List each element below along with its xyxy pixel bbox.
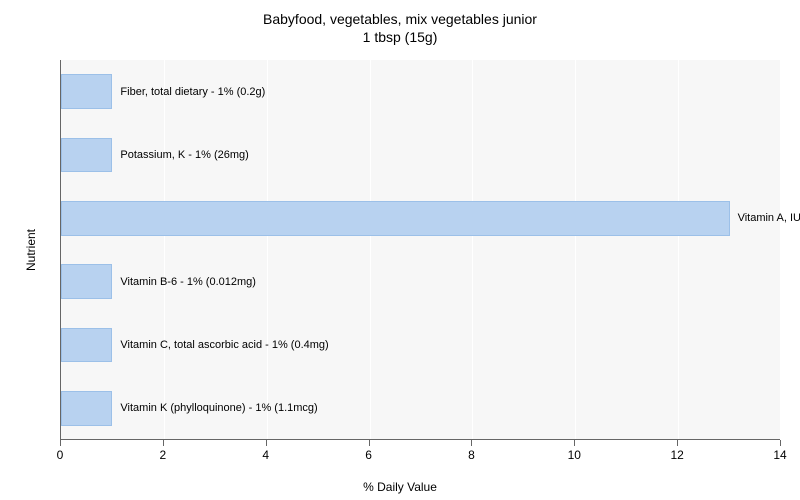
bar-label: Vitamin A, IU - 13% (629IU) [738,201,800,236]
x-tick-label: 10 [568,448,581,462]
x-tick [266,440,267,446]
x-tick [60,440,61,446]
plot-area: Fiber, total dietary - 1% (0.2g) Potassiu… [60,60,780,440]
x-tick-label: 8 [468,448,475,462]
x-tick-label: 0 [57,448,64,462]
x-tick-label: 12 [670,448,683,462]
x-tick [369,440,370,446]
bar-label: Vitamin C, total ascorbic acid - 1% (0.4… [120,328,328,363]
gridline [781,60,782,439]
x-tick [780,440,781,446]
title-line-1: Babyfood, vegetables, mix vegetables jun… [263,11,537,27]
bar-label: Vitamin K (phylloquinone) - 1% (1.1mcg) [120,391,317,426]
gridline [164,60,165,439]
gridline [267,60,268,439]
bar [61,74,112,109]
bar-label: Vitamin B-6 - 1% (0.012mg) [120,264,256,299]
x-tick-label: 4 [262,448,269,462]
bar [61,201,730,236]
title-line-2: 1 tbsp (15g) [363,29,438,45]
chart-container: Babyfood, vegetables, mix vegetables jun… [0,0,800,500]
x-axis-title: % Daily Value [0,480,800,494]
gridline [370,60,371,439]
bar [61,391,112,426]
gridline [575,60,576,439]
bar [61,138,112,173]
gridline [472,60,473,439]
x-tick [163,440,164,446]
bar [61,328,112,363]
x-tick-label: 6 [365,448,372,462]
bar [61,264,112,299]
x-tick-label: 2 [160,448,167,462]
y-axis-title: Nutrient [24,229,38,271]
gridline [678,60,679,439]
chart-title: Babyfood, vegetables, mix vegetables jun… [0,10,800,46]
x-tick [574,440,575,446]
x-tick [471,440,472,446]
bar-label: Fiber, total dietary - 1% (0.2g) [120,74,265,109]
x-tick-label: 14 [773,448,786,462]
bar-label: Potassium, K - 1% (26mg) [120,138,248,173]
x-tick [677,440,678,446]
